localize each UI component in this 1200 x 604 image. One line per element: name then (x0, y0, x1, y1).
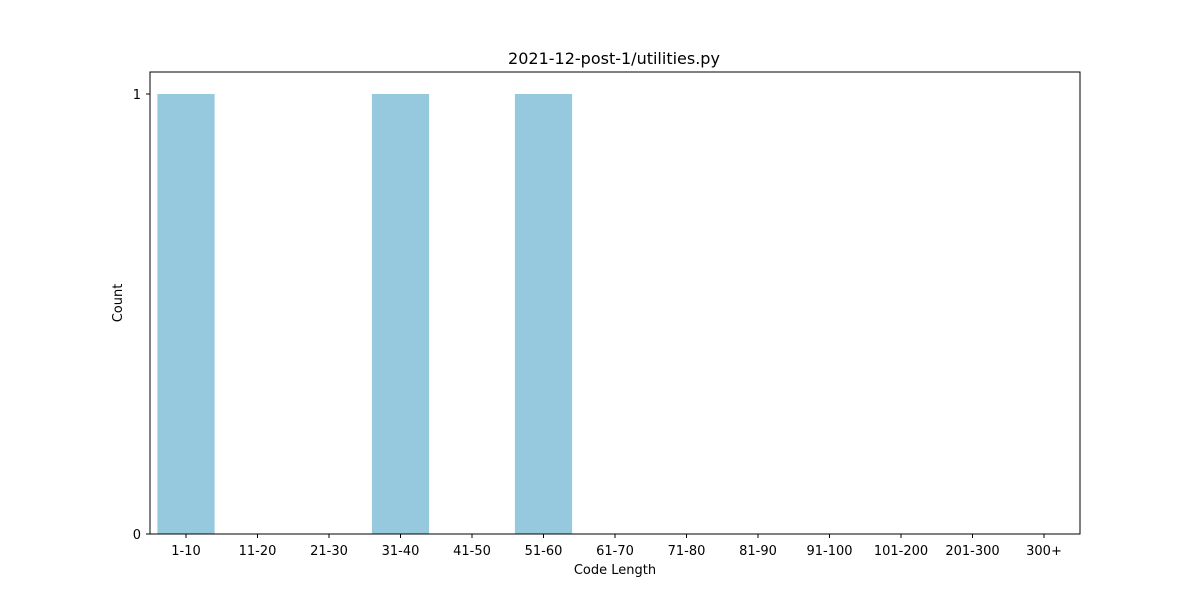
x-tick-label: 71-80 (668, 544, 706, 559)
bar-1-10 (157, 94, 215, 534)
x-tick-label: 21-30 (310, 544, 348, 559)
x-tick-label: 101-200 (874, 544, 928, 559)
x-tick-label: 31-40 (382, 544, 420, 559)
x-tick-label: 41-50 (453, 544, 491, 559)
x-tick-label: 51-60 (525, 544, 563, 559)
x-tick-label: 11-20 (239, 544, 277, 559)
y-axis-label: Count (111, 284, 126, 323)
bar-31-40 (371, 94, 430, 534)
x-tick-label: 201-300 (945, 544, 999, 559)
plot-frame (149, 71, 1081, 535)
x-tick-label: 91-100 (806, 544, 852, 559)
bars-layer (157, 94, 573, 534)
y-tick-label: 1 (133, 88, 141, 103)
x-tick-label: 81-90 (739, 544, 777, 559)
y-axis-ticks: 01 (133, 88, 150, 543)
x-axis-ticks: 1-10 11-20 21-30 31-40 41-50 51-60 61-70 71-80 8… (171, 534, 1062, 559)
x-tick-label: 1-10 (171, 544, 201, 559)
bar-51-60 (514, 94, 573, 534)
y-tick-label: 0 (133, 528, 141, 543)
x-axis-label: Code Length (574, 563, 656, 578)
x-tick-label: 61-70 (596, 544, 634, 559)
x-tick-label: 300+ (1026, 544, 1062, 559)
chart-title: 2021-12-post-1/utilities.py (508, 49, 720, 68)
